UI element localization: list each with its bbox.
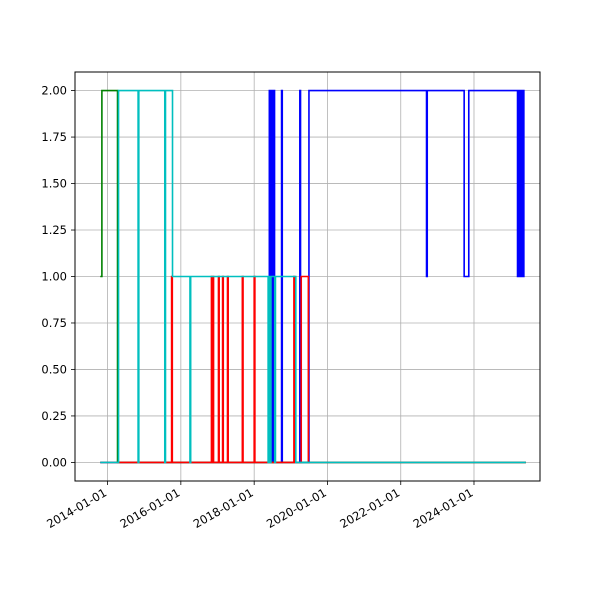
y-tick-label: 1.25	[41, 223, 67, 237]
series-layer	[100, 89, 526, 464]
series-line-1	[100, 89, 525, 464]
y-tick-label: 0.75	[41, 316, 67, 330]
y-tick-label: 2.00	[41, 84, 67, 98]
y-tick-label: 0.25	[41, 409, 67, 423]
series-line-4	[100, 89, 526, 464]
y-tick-label: 0.50	[41, 362, 67, 376]
y-tick-label: 1.50	[41, 177, 67, 191]
y-tick-label: 1.00	[41, 270, 67, 284]
y-tick-label: 1.75	[41, 130, 67, 144]
y-tick-label: 0.00	[41, 455, 67, 469]
y-axis: 0.00 0.25 0.50 0.75 1.00 1.25 1.50 1.75 2.00	[41, 84, 75, 469]
